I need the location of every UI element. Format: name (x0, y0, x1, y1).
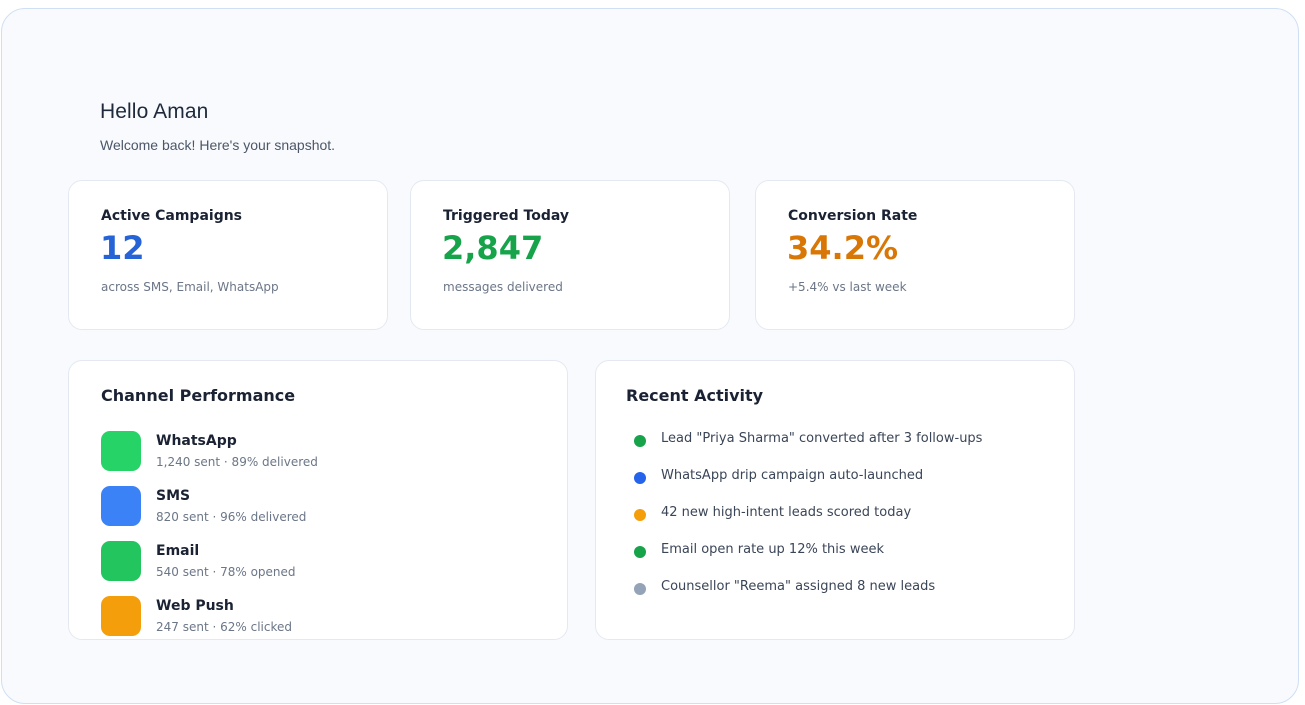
stat-card-active-campaigns[interactable]: Active Campaigns 12 across SMS, Email, W… (68, 180, 388, 330)
section-title: Channel Performance (101, 386, 296, 405)
status-dot-icon (634, 509, 646, 521)
activity-item[interactable]: 42 new high-intent leads scored today (634, 503, 1064, 523)
channel-item-web-push[interactable]: Web Push 247 sent · 62% clicked (101, 596, 521, 636)
channel-item-sms[interactable]: SMS 820 sent · 96% delivered (101, 486, 521, 526)
status-dot-icon (634, 472, 646, 484)
activity-text: 42 new high-intent leads scored today (661, 505, 912, 520)
section-title: Recent Activity (626, 386, 764, 405)
activity-item[interactable]: Lead "Priya Sharma" converted after 3 fo… (634, 429, 1064, 449)
channel-name: SMS (156, 488, 191, 504)
channel-name: Web Push (156, 598, 234, 614)
channel-stats: 247 sent · 62% clicked (156, 620, 292, 634)
stat-label: Conversion Rate (788, 208, 918, 224)
activity-item[interactable]: Email open rate up 12% this week (634, 540, 1064, 560)
activity-text: Counsellor "Reema" assigned 8 new leads (661, 579, 936, 594)
stat-value: 2,847 (442, 229, 544, 267)
status-dot-icon (634, 583, 646, 595)
stat-card-conversion-rate[interactable]: Conversion Rate 34.2% +5.4% vs last week (755, 180, 1075, 330)
stat-value: 12 (100, 229, 145, 267)
activity-item[interactable]: WhatsApp drip campaign auto-launched (634, 466, 1064, 486)
web-push-icon (101, 596, 141, 636)
recent-activity-card: Recent Activity Lead "Priya Sharma" conv… (595, 360, 1075, 640)
channel-name: Email (156, 543, 200, 559)
channel-stats: 540 sent · 78% opened (156, 565, 296, 579)
page-title: Hello Aman (100, 100, 209, 123)
channel-stats: 1,240 sent · 89% delivered (156, 455, 318, 469)
whatsapp-icon (101, 431, 141, 471)
email-icon (101, 541, 141, 581)
sms-icon (101, 486, 141, 526)
channel-stats: 820 sent · 96% delivered (156, 510, 307, 524)
channel-item-whatsapp[interactable]: WhatsApp 1,240 sent · 89% delivered (101, 431, 521, 471)
page-subtitle: Welcome back! Here's your snapshot. (100, 137, 336, 153)
stat-card-triggered-today[interactable]: Triggered Today 2,847 messages delivered (410, 180, 730, 330)
activity-text: WhatsApp drip campaign auto-launched (661, 468, 924, 483)
activity-item[interactable]: Counsellor "Reema" assigned 8 new leads (634, 577, 1064, 597)
status-dot-icon (634, 546, 646, 558)
stat-subtext: across SMS, Email, WhatsApp (101, 280, 279, 294)
activity-text: Email open rate up 12% this week (661, 542, 884, 557)
stat-subtext: +5.4% vs last week (788, 280, 907, 294)
stat-value: 34.2% (787, 229, 899, 267)
stat-label: Active Campaigns (101, 208, 243, 224)
activity-text: Lead "Priya Sharma" converted after 3 fo… (661, 431, 983, 446)
channel-item-email[interactable]: Email 540 sent · 78% opened (101, 541, 521, 581)
channel-name: WhatsApp (156, 433, 237, 449)
channel-performance-card: Channel Performance WhatsApp 1,240 sent … (68, 360, 568, 640)
stat-label: Triggered Today (443, 208, 570, 224)
stat-subtext: messages delivered (443, 280, 563, 294)
status-dot-icon (634, 435, 646, 447)
